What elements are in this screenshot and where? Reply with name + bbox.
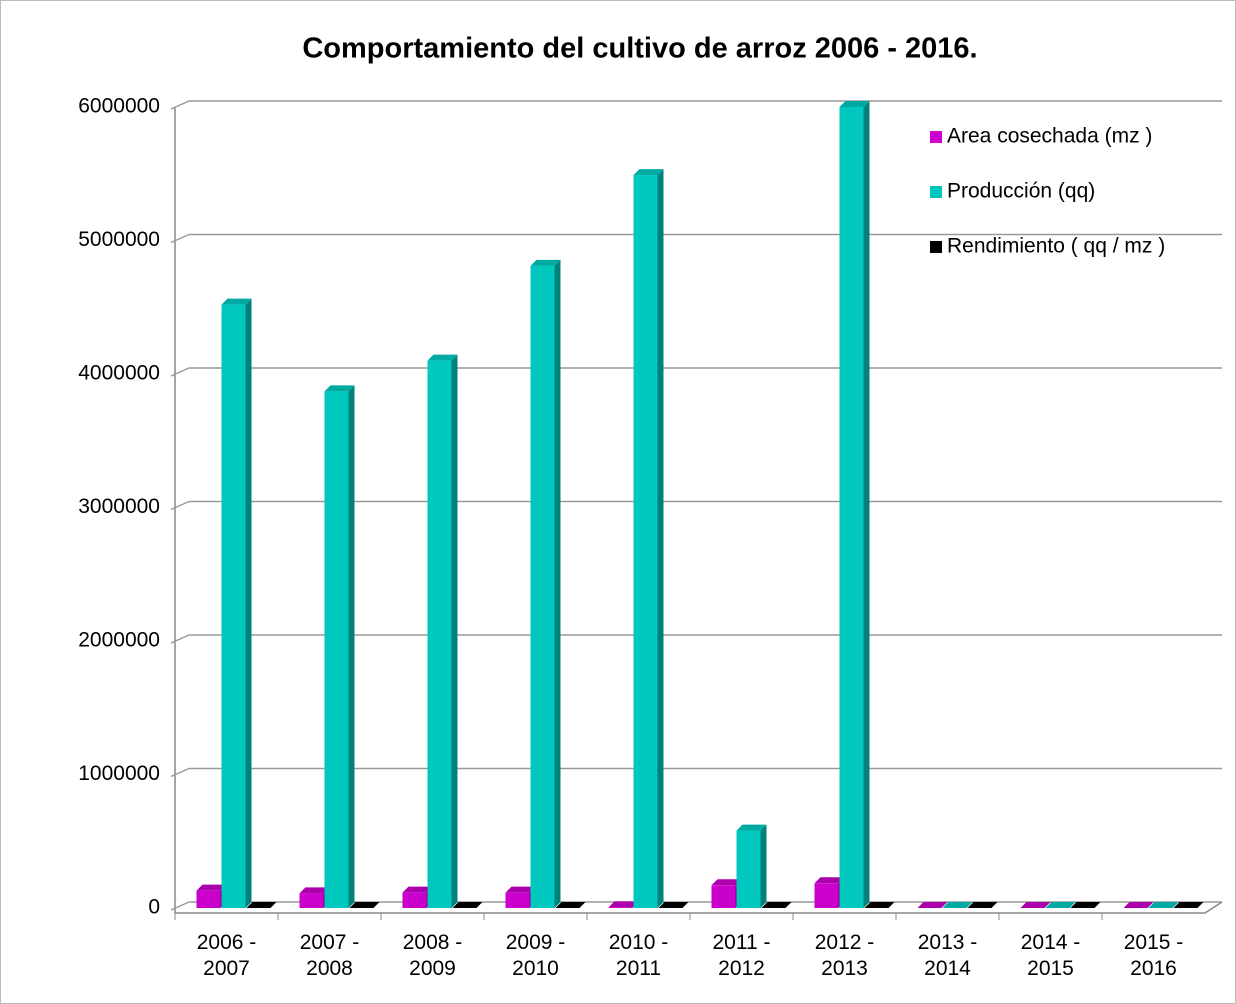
bar-side [785, 901, 792, 908]
bar-side [348, 385, 355, 909]
grid-line-side [170, 367, 190, 377]
x-tick-label: 2014 - 2015 [1020, 931, 1081, 980]
bar-top [505, 886, 536, 893]
x-tick-label: 2007 - 2008 [299, 931, 360, 980]
bar-top [1123, 902, 1154, 908]
x-tick-label: 2013 - 2014 [917, 931, 978, 980]
bar-top [711, 879, 742, 886]
bar [324, 391, 349, 909]
x-tick-label: 2008 - 2009 [402, 931, 463, 980]
bar-top [530, 259, 561, 266]
legend-label: Rendimiento ( qq / mz ) [947, 235, 1165, 258]
x-tick-label: 2011 - 2012 [712, 931, 771, 980]
bar-top [1070, 902, 1101, 908]
legend-label: Area cosechada (mz ) [947, 125, 1152, 148]
y-tick-label: 2000000 [78, 629, 160, 652]
bar-top [452, 901, 483, 908]
grid-line-side [170, 500, 190, 511]
bar-top [1148, 902, 1179, 908]
bar-top [221, 298, 252, 305]
y-tick-label: 3000000 [78, 495, 160, 518]
legend-label: Producción (qq) [947, 180, 1095, 203]
bar-side [270, 901, 277, 908]
grid-line-side [170, 100, 190, 110]
bar [608, 907, 633, 908]
x-tick-label: 2015 - 2016 [1123, 931, 1184, 980]
bar-side [451, 354, 458, 908]
legend-swatch [930, 241, 942, 253]
y-tick-label: 5000000 [78, 228, 160, 251]
bar-top [658, 901, 689, 908]
bar [736, 830, 761, 908]
bar-side [373, 901, 380, 908]
bar-top [633, 169, 664, 176]
bar [221, 304, 246, 909]
bar-side [657, 169, 664, 908]
bar-top [967, 902, 998, 908]
legend-swatch [930, 186, 942, 198]
floor [175, 901, 1223, 914]
bar [505, 892, 530, 908]
x-tick-label: 2010 - 2011 [608, 931, 669, 980]
bar-side [554, 259, 561, 908]
y-tick-label: 1000000 [78, 762, 160, 785]
bar-top [917, 902, 948, 908]
bar [633, 175, 658, 908]
bar-top [196, 884, 227, 891]
bar [839, 107, 864, 908]
bar [427, 360, 452, 908]
bar-top [402, 886, 433, 893]
bar-top [942, 902, 973, 908]
x-tick-label: 2012 - 2013 [814, 931, 875, 980]
bar-top [246, 901, 277, 908]
x-tick-label: 2006 - 2007 [196, 931, 257, 980]
bar-top [1020, 902, 1051, 908]
y-tick-label: 4000000 [78, 362, 160, 385]
y-tick-label: 6000000 [78, 95, 160, 118]
bar [402, 892, 427, 908]
chart-title: Comportamiento del cultivo de arroz 2006… [302, 33, 977, 65]
bar-top [349, 901, 380, 908]
bar-top [1045, 902, 1076, 908]
bar-side [476, 901, 483, 908]
bar-side [682, 901, 689, 908]
bar-side [245, 298, 252, 909]
bar-top [427, 354, 458, 361]
bar-top [299, 887, 330, 894]
bar-side [888, 901, 895, 908]
bar-top [864, 901, 895, 908]
bar-top [608, 901, 639, 908]
grid-line-side [170, 233, 190, 244]
grid-line-side [170, 767, 190, 778]
bar-top [1173, 902, 1204, 908]
bar [196, 890, 221, 908]
bar-top [555, 901, 586, 908]
bar-top [761, 901, 792, 908]
grid-line-side [170, 901, 190, 911]
bar-top [839, 101, 870, 107]
bar-side [579, 901, 586, 908]
bar [814, 883, 839, 908]
bar-side [863, 101, 870, 908]
grid-line-side [170, 634, 190, 644]
legend-swatch [930, 131, 942, 143]
y-tick-label: 0 [148, 896, 160, 919]
x-tick-label: 2009 - 2010 [505, 931, 566, 980]
bar-top [736, 824, 767, 831]
bar-top [324, 385, 355, 392]
bar-side [760, 824, 767, 908]
bar [711, 885, 736, 908]
bar [530, 265, 555, 908]
bar [299, 893, 324, 908]
bar-top [814, 877, 845, 884]
